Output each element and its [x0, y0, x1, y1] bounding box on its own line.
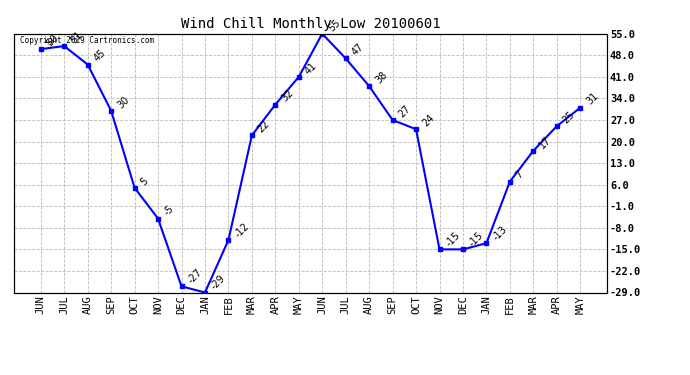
Text: Copyright 2019 Cartronics.com: Copyright 2019 Cartronics.com	[20, 36, 154, 45]
Text: 5: 5	[139, 176, 150, 187]
Text: 31: 31	[584, 91, 600, 107]
Text: 55: 55	[326, 17, 342, 33]
Text: 38: 38	[373, 70, 389, 86]
Text: 47: 47	[350, 42, 366, 58]
Text: 32: 32	[279, 88, 295, 104]
Text: 17: 17	[538, 134, 553, 150]
Text: -5: -5	[162, 204, 176, 218]
Title: Wind Chill Monthly Low 20100601: Wind Chill Monthly Low 20100601	[181, 17, 440, 31]
Text: 24: 24	[420, 112, 436, 129]
Text: 25: 25	[561, 110, 577, 125]
Text: 51: 51	[68, 30, 84, 45]
Text: 27: 27	[397, 103, 413, 119]
Text: -29: -29	[209, 273, 228, 292]
Text: -12: -12	[233, 221, 251, 239]
Text: 45: 45	[92, 48, 108, 64]
Text: 22: 22	[256, 119, 272, 135]
Text: -13: -13	[491, 224, 509, 242]
Text: 7: 7	[514, 170, 526, 181]
Text: -27: -27	[186, 267, 204, 285]
Text: 30: 30	[115, 94, 131, 110]
Text: 41: 41	[303, 60, 319, 76]
Text: 50: 50	[45, 33, 61, 48]
Text: -15: -15	[467, 230, 486, 249]
Text: -15: -15	[444, 230, 462, 249]
